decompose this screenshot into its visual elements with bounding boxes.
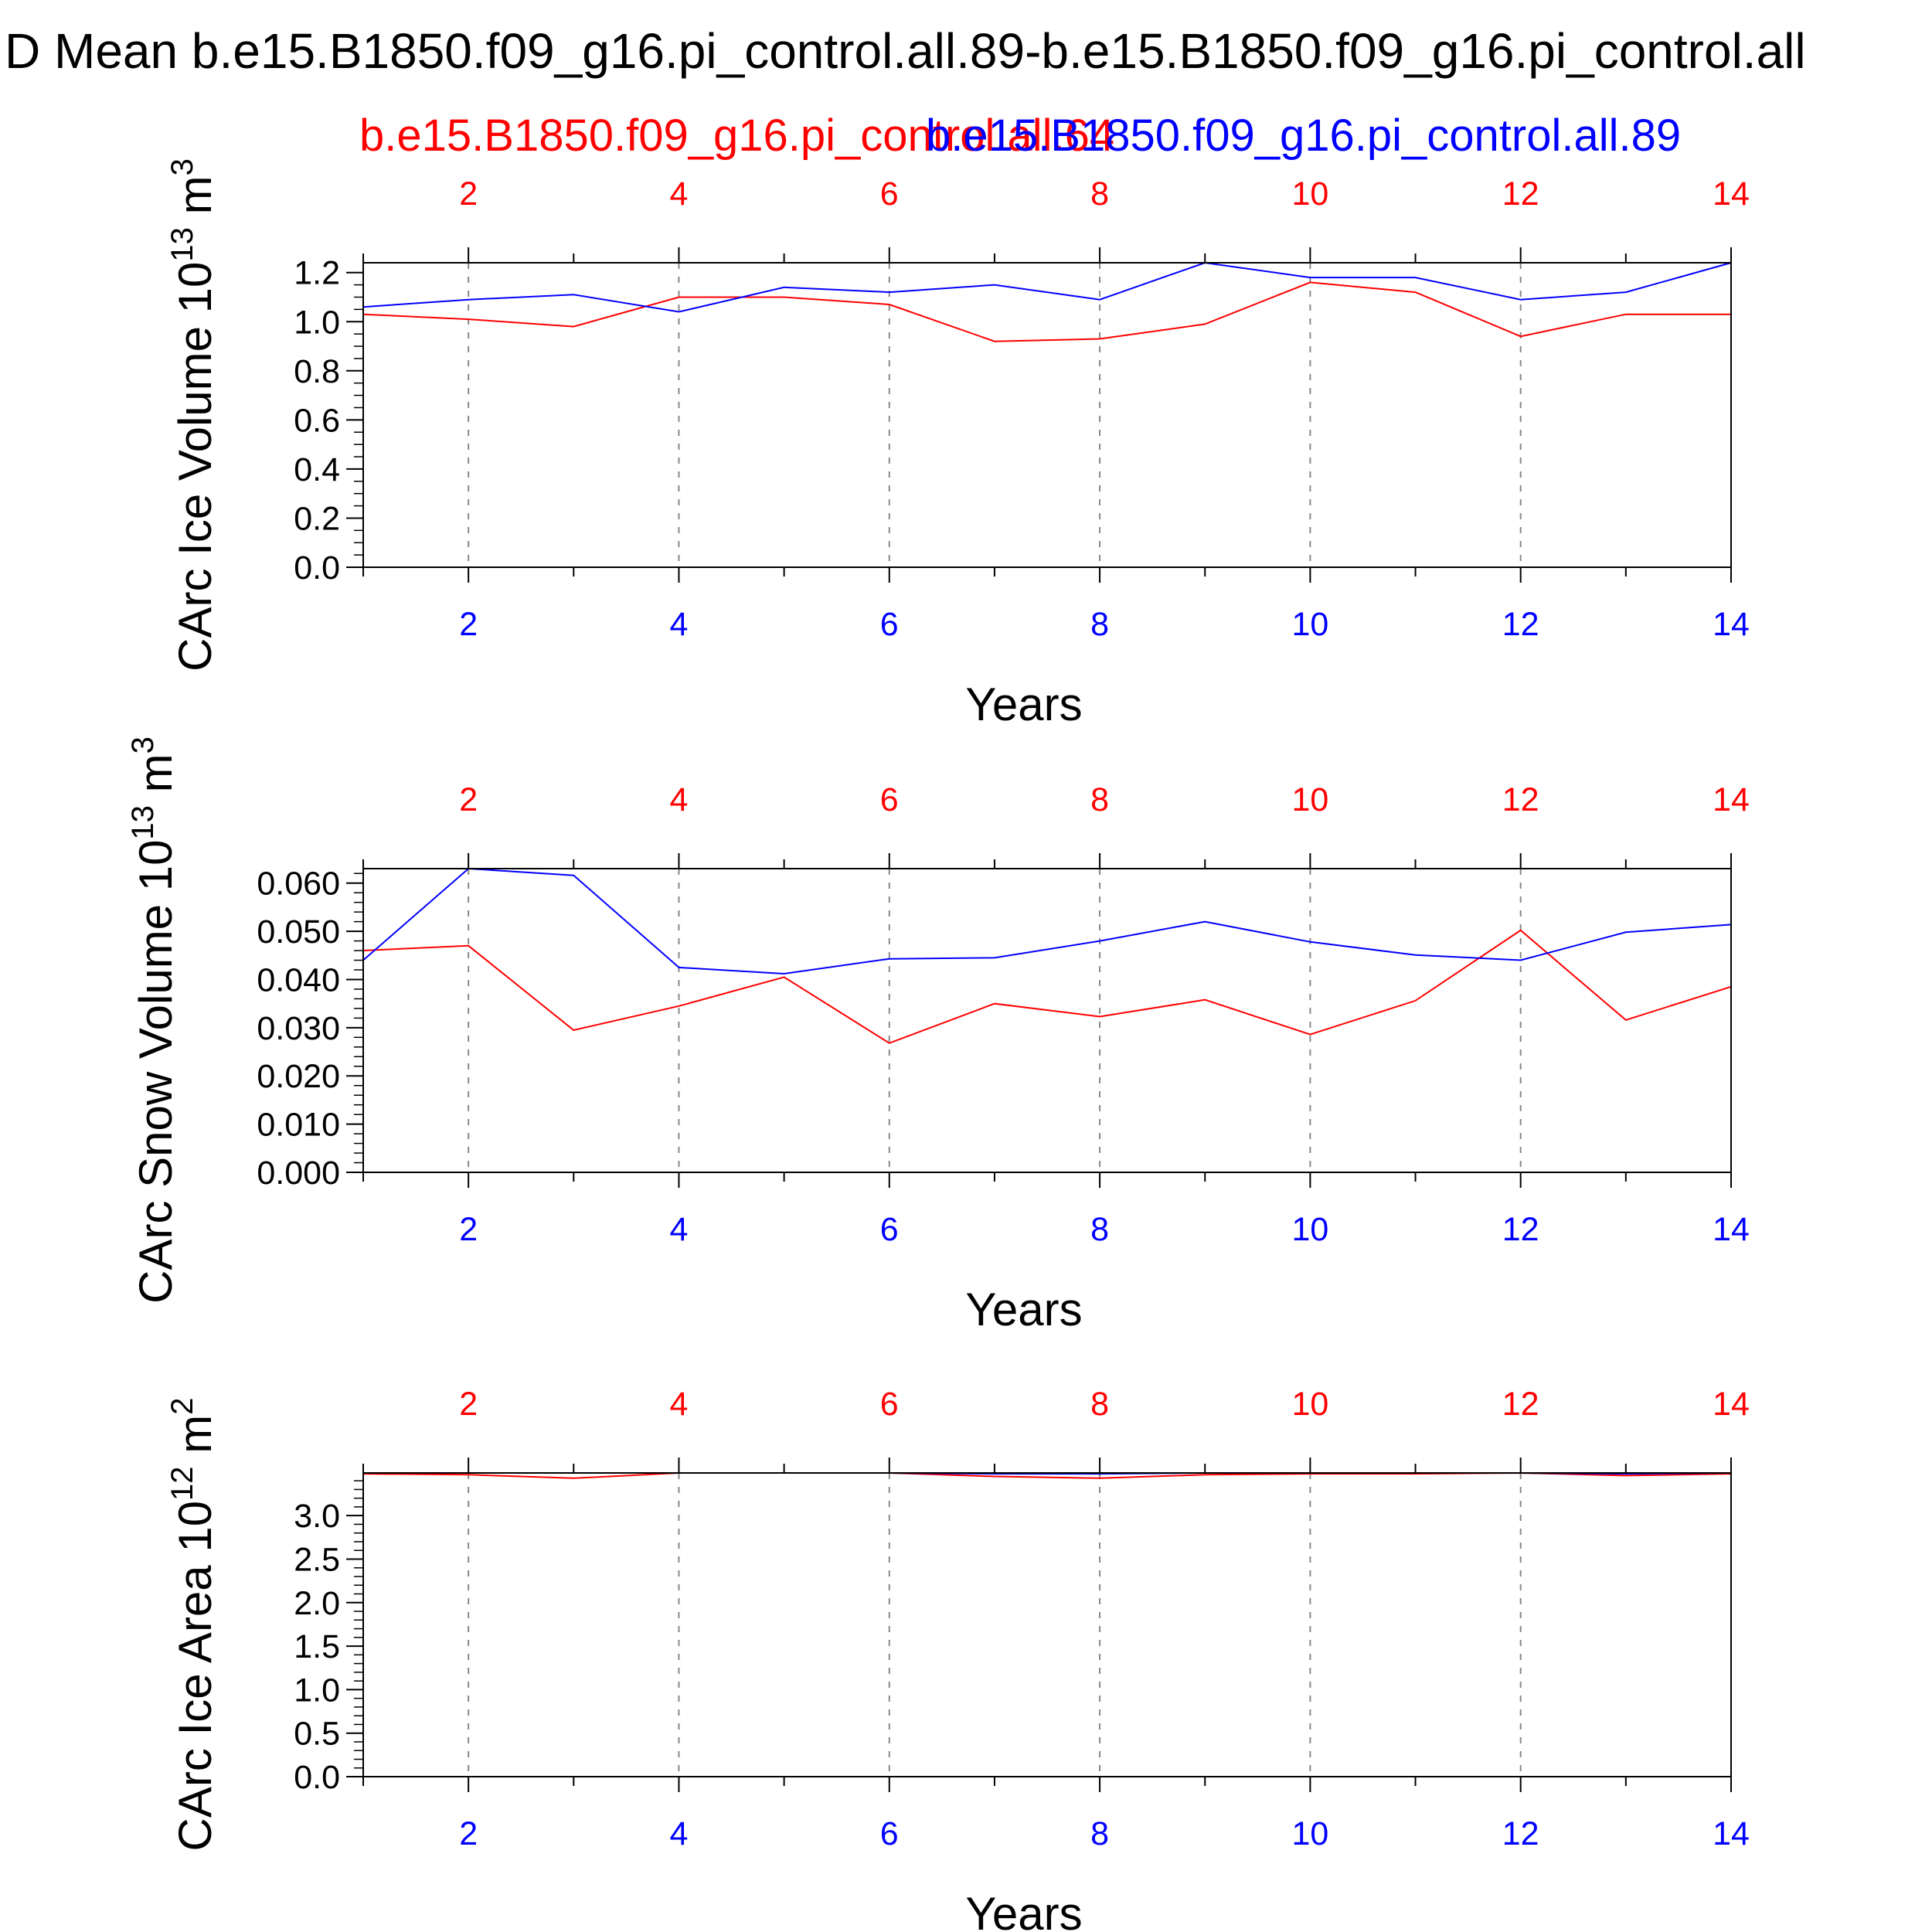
series-line-red xyxy=(362,929,1732,1044)
y-tick-label: 0.8 xyxy=(294,353,340,390)
y-tick-label: 1.2 xyxy=(294,255,340,292)
x-tick-label-top: 10 xyxy=(1291,1386,1328,1423)
x-tick-label-top: 10 xyxy=(1291,781,1328,818)
x-tick-label-top: 6 xyxy=(880,1386,899,1423)
y-tick-label: 0.5 xyxy=(294,1716,340,1753)
y-tick-label: 0.040 xyxy=(257,961,340,998)
x-tick-label-top: 12 xyxy=(1502,175,1539,213)
x-tick-label-top: 8 xyxy=(1090,175,1109,213)
x-tick-label-bottom: 14 xyxy=(1713,1815,1750,1852)
x-tick-label-top: 8 xyxy=(1090,1386,1109,1423)
x-tick-label-top: 4 xyxy=(670,781,689,818)
x-tick-label-bottom: 14 xyxy=(1713,1211,1750,1248)
x-tick-label-bottom: 4 xyxy=(670,1815,689,1852)
figure-title: D Mean b.e15.B1850.f09_g16.pi_control.al… xyxy=(5,23,1806,79)
x-tick-label-bottom: 12 xyxy=(1502,1211,1539,1248)
y-tick-label: 3.0 xyxy=(294,1498,340,1535)
y-axis-title: CArc Ice Volume 1013 m3 xyxy=(165,158,221,672)
y-tick-label: 0.0 xyxy=(294,549,340,587)
y-tick-label: 0.4 xyxy=(294,451,340,488)
x-tick-label-bottom: 4 xyxy=(670,606,689,643)
y-tick-label: 0.0 xyxy=(294,1759,340,1796)
series-line-red xyxy=(362,281,1731,342)
chart-panel-ice-volume: 2 2 4 4 6 6 8 8 10 10 12 12 14 14 0.0 0.2 0.4 0.6 0.8 1.0 1.… xyxy=(165,158,1750,730)
x-tick-label-bottom: 10 xyxy=(1291,1815,1328,1852)
x-tick-label-top: 4 xyxy=(670,1386,689,1423)
y-tick-label: 0.050 xyxy=(257,913,340,951)
x-tick-label-bottom: 6 xyxy=(880,1211,899,1248)
y-tick-label: 1.0 xyxy=(294,304,340,341)
y-tick-label: 1.5 xyxy=(294,1628,340,1665)
x-tick-label-top: 2 xyxy=(459,175,478,213)
x-axis-title: Years xyxy=(965,1284,1082,1335)
chart-panel-snow-volume: 2 2 4 4 6 6 8 8 10 10 12 12 14 14 0.000 0.010 0.020 0.030… xyxy=(126,736,1750,1335)
x-tick-label-top: 14 xyxy=(1713,1386,1750,1423)
x-tick-label-bottom: 10 xyxy=(1291,1211,1328,1248)
legend-case-red: b.e15.B1850.f09_g16.pi_control.all.64 xyxy=(359,111,1114,161)
x-tick-label-top: 4 xyxy=(670,175,689,213)
chart-panel-ice-area: 2 2 4 4 6 6 8 8 10 10 12 12 14 14 0.0 0.5 1.0 1.5 2.0 2.5 3.… xyxy=(165,1386,1750,1932)
y-tick-label: 0.000 xyxy=(257,1155,340,1192)
y-tick-label: 0.030 xyxy=(257,1010,340,1047)
x-tick-label-top: 2 xyxy=(459,1386,478,1423)
x-tick-label-top: 12 xyxy=(1502,1386,1539,1423)
x-tick-label-top: 8 xyxy=(1090,781,1109,818)
x-tick-label-top: 14 xyxy=(1713,781,1750,818)
x-tick-label-top: 6 xyxy=(880,781,899,818)
x-tick-label-bottom: 6 xyxy=(880,606,899,643)
y-tick-label: 0.060 xyxy=(257,866,340,903)
x-tick-label-bottom: 8 xyxy=(1090,606,1109,643)
y-axis-title: CArc Snow Volume 1013 m3 xyxy=(126,736,182,1304)
x-tick-label-top: 6 xyxy=(880,175,899,213)
x-tick-label-bottom: 2 xyxy=(459,1815,478,1852)
y-tick-label: 2.5 xyxy=(294,1541,340,1578)
x-axis-title: Years xyxy=(965,1888,1082,1932)
x-tick-label-bottom: 12 xyxy=(1502,606,1539,643)
x-tick-label-bottom: 8 xyxy=(1090,1211,1109,1248)
x-tick-label-bottom: 8 xyxy=(1090,1815,1109,1852)
y-tick-label: 0.2 xyxy=(294,500,340,537)
y-tick-label: 2.0 xyxy=(294,1585,340,1622)
plot-frame xyxy=(362,262,1732,568)
chart-panels: 2 2 4 4 6 6 8 8 10 10 12 12 14 14 0.0 0.2 0.4 0.6 0.8 1.0 1.… xyxy=(126,158,1750,1932)
x-tick-label-top: 10 xyxy=(1291,175,1328,213)
y-tick-label: 0.020 xyxy=(257,1058,340,1095)
x-axis-title: Years xyxy=(965,679,1082,730)
x-tick-label-bottom: 2 xyxy=(459,606,478,643)
x-tick-label-bottom: 6 xyxy=(880,1815,899,1852)
x-tick-label-bottom: 10 xyxy=(1291,606,1328,643)
y-tick-label: 0.010 xyxy=(257,1107,340,1144)
x-tick-label-bottom: 4 xyxy=(670,1211,689,1248)
legend-case-blue: b.e15.B1850.f09_g16.pi_control.all.89 xyxy=(926,111,1681,161)
x-tick-label-top: 12 xyxy=(1502,781,1539,818)
y-tick-label: 1.0 xyxy=(294,1672,340,1709)
series-line-blue xyxy=(362,261,1732,313)
x-tick-label-top: 2 xyxy=(459,781,478,818)
plot-frame xyxy=(362,868,1732,1173)
x-tick-label-bottom: 12 xyxy=(1502,1815,1539,1852)
x-tick-label-top: 14 xyxy=(1713,175,1750,213)
y-axis-title: CArc Ice Area 1012 m2 xyxy=(165,1398,221,1852)
plot-frame xyxy=(362,1472,1732,1777)
x-tick-label-bottom: 14 xyxy=(1713,606,1750,643)
x-tick-label-bottom: 2 xyxy=(459,1211,478,1248)
y-tick-label: 0.6 xyxy=(294,402,340,439)
series-line-blue xyxy=(362,867,1732,975)
